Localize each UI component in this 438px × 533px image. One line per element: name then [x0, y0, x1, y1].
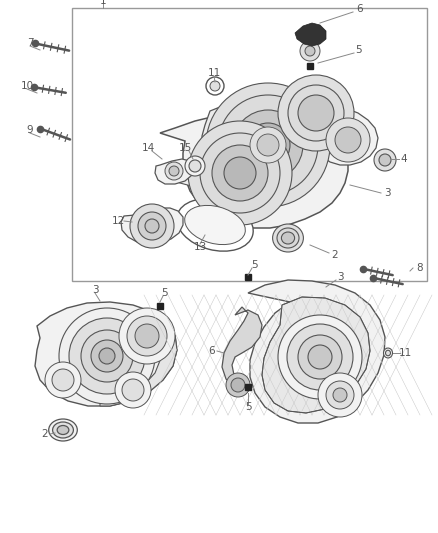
Polygon shape	[121, 208, 183, 244]
Circle shape	[278, 315, 362, 399]
Ellipse shape	[57, 425, 69, 434]
Text: 8: 8	[417, 263, 423, 273]
Circle shape	[138, 212, 166, 240]
Polygon shape	[318, 108, 378, 165]
Text: 14: 14	[141, 143, 155, 153]
Text: 10: 10	[21, 81, 34, 91]
Circle shape	[59, 308, 155, 404]
Circle shape	[250, 127, 286, 163]
Text: 6: 6	[357, 4, 363, 14]
Text: 11: 11	[207, 68, 221, 78]
Circle shape	[115, 372, 151, 408]
Text: 1: 1	[100, 0, 106, 6]
Circle shape	[374, 149, 396, 171]
Circle shape	[81, 330, 133, 382]
Circle shape	[305, 46, 315, 56]
Polygon shape	[100, 312, 177, 406]
Text: 5: 5	[162, 288, 168, 298]
Circle shape	[278, 75, 354, 151]
Circle shape	[99, 348, 115, 364]
Circle shape	[379, 154, 391, 166]
Polygon shape	[283, 98, 353, 165]
Circle shape	[335, 127, 361, 153]
Text: 3: 3	[384, 188, 390, 198]
Circle shape	[45, 362, 81, 398]
Circle shape	[298, 95, 334, 131]
Circle shape	[218, 95, 318, 195]
Ellipse shape	[53, 422, 74, 438]
Circle shape	[169, 166, 179, 176]
Bar	[72, 8, 427, 281]
Circle shape	[52, 369, 74, 391]
Text: 11: 11	[399, 348, 412, 358]
Circle shape	[298, 335, 342, 379]
Circle shape	[188, 121, 292, 225]
Ellipse shape	[277, 228, 299, 248]
Ellipse shape	[49, 419, 77, 441]
Polygon shape	[222, 307, 262, 393]
Circle shape	[165, 162, 183, 180]
Circle shape	[258, 135, 278, 155]
Text: 9: 9	[27, 125, 33, 135]
Text: 2: 2	[42, 429, 48, 439]
Polygon shape	[248, 280, 385, 423]
Circle shape	[185, 156, 205, 176]
Circle shape	[127, 316, 167, 356]
Circle shape	[233, 110, 303, 180]
Text: 4: 4	[401, 154, 407, 164]
Text: 13: 13	[193, 242, 207, 252]
Text: 5: 5	[245, 402, 251, 412]
Circle shape	[119, 308, 175, 364]
Polygon shape	[155, 159, 194, 184]
Ellipse shape	[272, 224, 304, 252]
Circle shape	[130, 204, 174, 248]
Circle shape	[122, 379, 144, 401]
Circle shape	[288, 85, 344, 141]
Circle shape	[300, 41, 320, 61]
Text: 7: 7	[27, 38, 33, 48]
Text: 5: 5	[355, 45, 361, 55]
Circle shape	[189, 160, 201, 172]
Circle shape	[308, 345, 332, 369]
Polygon shape	[262, 297, 370, 413]
Polygon shape	[295, 23, 326, 46]
Text: 5: 5	[252, 260, 258, 270]
Polygon shape	[160, 110, 348, 228]
Ellipse shape	[385, 350, 391, 356]
Text: 15: 15	[178, 143, 192, 153]
Circle shape	[333, 388, 347, 402]
Text: 3: 3	[92, 285, 98, 295]
Circle shape	[210, 81, 220, 91]
Polygon shape	[160, 151, 300, 190]
Circle shape	[212, 145, 268, 201]
Circle shape	[135, 324, 159, 348]
Text: 3: 3	[337, 272, 343, 282]
Circle shape	[326, 381, 354, 409]
Text: 12: 12	[111, 216, 125, 226]
Circle shape	[318, 373, 362, 417]
Ellipse shape	[185, 205, 245, 245]
Ellipse shape	[177, 199, 253, 251]
Circle shape	[206, 83, 330, 207]
Polygon shape	[202, 99, 340, 184]
Circle shape	[91, 340, 123, 372]
Text: 2: 2	[332, 250, 338, 260]
Circle shape	[206, 77, 224, 95]
Circle shape	[231, 378, 245, 392]
Circle shape	[287, 324, 353, 390]
Text: 6: 6	[208, 346, 215, 356]
Ellipse shape	[281, 232, 295, 244]
Polygon shape	[35, 302, 177, 406]
Circle shape	[200, 133, 280, 213]
Circle shape	[224, 157, 256, 189]
Circle shape	[145, 219, 159, 233]
Circle shape	[69, 318, 145, 394]
Circle shape	[226, 373, 250, 397]
Circle shape	[326, 118, 370, 162]
Circle shape	[257, 134, 279, 156]
Ellipse shape	[384, 348, 392, 358]
Circle shape	[246, 123, 290, 167]
